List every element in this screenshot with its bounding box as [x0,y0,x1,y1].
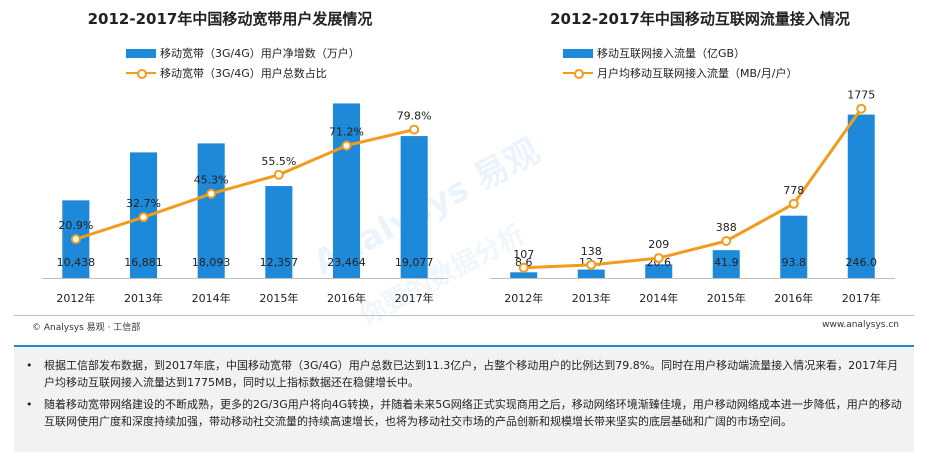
chart1-line-point [70,234,81,245]
chart1-bar [265,186,293,278]
chart2-bar [847,114,875,278]
chart2-bar-value-label: 41.9 [714,256,739,269]
chart1-bar-value-label: 16,881 [124,256,163,269]
chart2-category-label: 2015年 [707,291,746,305]
website-link[interactable]: www.analysys.cn [822,320,899,330]
note-text: 根据工信部发布数据，到2017年底，中国移动宽带（3G/4G）用户总数已达到11… [44,359,899,389]
chart1-category-label: 2012年 [56,291,95,305]
chart2-legend: 移动互联网接入流量（亿GB） 月户均移动互联网接入流量（MB/月/户） [563,43,797,83]
chart2-line-value-label: 138 [581,245,602,258]
legend-bar-swatch [563,48,593,58]
chart2-line-point [856,103,867,114]
chart2-line-value-label: 209 [648,238,669,251]
notes-panel: • 根据工信部发布数据，到2017年底，中国移动宽带（3G/4G）用户总数已达到… [14,345,914,452]
chart2-legend-bar: 移动互联网接入流量（亿GB） [563,43,797,63]
chart1-category-label: 2016年 [327,291,366,305]
footer-divider [14,315,914,316]
note-1: • 根据工信部发布数据，到2017年底，中国移动宽带（3G/4G）用户总数已达到… [26,357,902,391]
legend-bar-swatch [126,48,156,58]
chart1-bar-value-label: 10,438 [57,256,96,269]
chart2-category-label: 2016年 [774,291,813,305]
chart1-line-point [138,212,149,223]
chart2-bar-value-label: 93.8 [782,256,807,269]
chart2-title: 2012-2017年中国移动互联网流量接入情况 [550,10,850,28]
chart1-category-label: 2014年 [192,291,231,305]
chart1-category-label: 2013年 [124,291,163,305]
chart1-line-value-label: 55.5% [261,155,296,168]
chart1-line-value-label: 45.3% [194,174,229,187]
chart1-bar [332,103,361,278]
chart1-bar-value-label: 12,357 [260,256,299,269]
chart1-line-series [75,128,415,241]
chart2-bar [780,215,808,278]
chart2-line-value-label: 107 [513,248,534,261]
chart1-category-label: 2015年 [259,291,298,305]
chart2-line-value-label: 778 [783,184,804,197]
chart2-legend-line-label: 月户均移动互联网接入流量（MB/月/户） [597,67,798,80]
chart1-line-point [341,140,352,151]
chart2-category-label: 2012年 [504,291,543,305]
chart1-legend: 移动宽带（3G/4G）用户净增数（万户） 移动宽带（3G/4G）用户总数占比 [126,43,360,83]
chart1-line-value-label: 32.7% [126,197,161,210]
chart1-line-value-label: 79.8% [397,110,432,123]
chart1-line-point [273,169,284,180]
note-2: • 随着移动宽带网络建设的不断成熟，更多的2G/3G用户将向4G转换，并随着未来… [26,396,902,430]
chart1-legend-line: 移动宽带（3G/4G）用户总数占比 [126,63,360,83]
chart1-bar-value-label: 18,093 [192,256,231,269]
chart2-bar [577,269,605,278]
source-credit: © Analysys 易观 · 工信部 [32,323,141,333]
chart2-bar [645,264,673,278]
chart2-legend-line: 月户均移动互联网接入流量（MB/月/户） [563,63,797,83]
chart2-bar [712,250,740,278]
chart2-line-point [518,262,529,273]
chart1-line-value-label: 71.2% [329,126,364,139]
chart2-line-series [523,107,863,270]
legend-line-swatch [563,68,593,79]
charts-canvas: 10,438 16,881 18,093 12,357 23,464 19,077 2012… [42,89,895,305]
note-text: 随着移动宽带网络建设的不断成熟，更多的2G/3G用户将向4G转换，并随着未来5G… [44,398,902,428]
chart1-legend-bar-label: 移动宽带（3G/4G）用户净增数（万户） [160,47,360,60]
chart2-line-point [788,198,799,209]
chart2-legend-bar-label: 移动互联网接入流量（亿GB） [597,47,746,60]
chart1-bar-value-label: 19,077 [395,256,434,269]
note-bullet: • [26,359,33,372]
chart2-category-label: 2013年 [572,291,611,305]
chart2-category-label: 2014年 [639,291,678,305]
legend-line-swatch [126,68,156,79]
chart2-bar [510,272,538,278]
chart2-line-point [586,259,597,270]
chart1-line-point [409,124,420,135]
chart1-line-value-label: 20.9% [58,219,93,232]
chart1-line-point [206,188,217,199]
chart2-bar-value-label: 246.0 [846,256,878,269]
chart2-line-value-label: 388 [716,221,737,234]
chart2-category-label: 2017年 [842,291,881,305]
chart1-category-label: 2017年 [395,291,434,305]
chart2-line-point [653,253,664,264]
chart2-line-value-label: 1775 [847,89,875,102]
note-bullet: • [26,398,33,411]
chart1-legend-bar: 移动宽带（3G/4G）用户净增数（万户） [126,43,360,63]
chart1-legend-line-label: 移动宽带（3G/4G）用户总数占比 [160,67,327,80]
chart1-bar-value-label: 23,464 [327,256,366,269]
chart1-title: 2012-2017年中国移动宽带用户发展情况 [87,10,373,28]
chart2-line-point [721,235,732,246]
chart1-bar [400,136,428,278]
chart1-bar [197,143,225,278]
